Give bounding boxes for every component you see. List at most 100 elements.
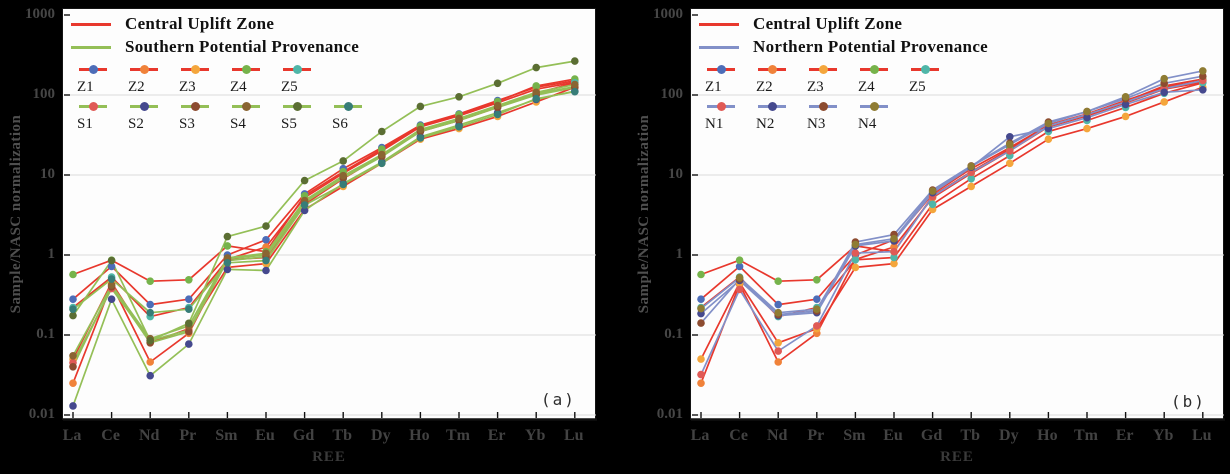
series-marker-S2-Sm bbox=[223, 265, 232, 274]
series-marker-Z3-La bbox=[697, 355, 705, 363]
series-marker-S6-Tm bbox=[455, 123, 463, 131]
series-marker-N4-Eu bbox=[890, 234, 898, 243]
y-tick-label-b-1: 1 bbox=[675, 246, 684, 262]
series-marker-S5-Yb bbox=[532, 63, 540, 72]
y-tick-label-a-100: 100 bbox=[32, 86, 56, 102]
y-tick-label-b-0.01: 0.01 bbox=[656, 406, 683, 422]
series-marker-N4-Ce bbox=[735, 273, 744, 282]
series-marker-Z4-Nd bbox=[774, 277, 782, 286]
series-marker-Z3-Nd bbox=[774, 339, 782, 347]
series-marker-S5-Eu bbox=[262, 222, 270, 230]
series-marker-Z2-La bbox=[69, 379, 77, 388]
series-marker-S4-Tm bbox=[455, 114, 463, 123]
x-tick-label-a-Eu: Eu bbox=[255, 427, 275, 444]
series-marker-S4-Ce bbox=[107, 281, 116, 289]
series-marker-Z1-Pr bbox=[813, 295, 821, 304]
series-marker-S5-Dy bbox=[378, 127, 386, 136]
series-marker-S6-Nd bbox=[146, 308, 154, 317]
series-marker-S5-Lu bbox=[571, 57, 579, 65]
series-marker-N3-La bbox=[697, 319, 705, 327]
series-marker-N1-Pr bbox=[813, 322, 821, 330]
series-marker-Z1-Nd bbox=[774, 300, 782, 309]
y-axis-title-b: Sample/NASC normalization bbox=[636, 114, 652, 314]
series-marker-S2-Nd bbox=[146, 371, 154, 380]
series-marker-S6-Ce bbox=[107, 275, 116, 283]
series-marker-N4-Dy bbox=[1006, 140, 1014, 149]
series-marker-S5-Ho bbox=[416, 102, 425, 111]
series-marker-S5-Tb bbox=[339, 157, 348, 165]
series-marker-Z5-Tb bbox=[967, 174, 975, 183]
series-line-Z4 bbox=[72, 78, 576, 283]
series-marker-Z1-La bbox=[697, 295, 705, 304]
y-tick-label-b-0.1: 0.1 bbox=[664, 326, 683, 342]
y-tick-label-b-10: 10 bbox=[668, 166, 683, 182]
x-tick-label-b-Dy: Dy bbox=[999, 427, 1019, 444]
series-marker-N1-Eu bbox=[890, 247, 898, 256]
series-line-S1 bbox=[72, 85, 576, 364]
series-marker-Z3-Dy bbox=[1006, 159, 1014, 168]
series-marker-S2-La bbox=[69, 402, 77, 410]
series-marker-Z3-Gd bbox=[928, 205, 937, 214]
x-tick-label-a-Nd: Nd bbox=[138, 427, 160, 444]
x-tick-label-a-Tm: Tm bbox=[446, 427, 470, 444]
series-marker-Z3-Yb bbox=[1160, 98, 1168, 106]
series-marker-Z4-Sm bbox=[223, 242, 232, 250]
series-marker-S6-Lu bbox=[571, 87, 579, 96]
series-marker-S2-Gd bbox=[300, 206, 309, 215]
series-marker-Z4-La bbox=[69, 270, 77, 279]
x-tick-label-a-Er: Er bbox=[487, 427, 506, 444]
series-marker-S6-Eu bbox=[262, 256, 270, 265]
series-marker-S6-Dy bbox=[378, 159, 386, 168]
series-marker-N4-Tb bbox=[967, 162, 975, 171]
x-tick-label-b-Gd: Gd bbox=[920, 427, 943, 444]
series-marker-N2-Yb bbox=[1160, 88, 1168, 97]
y-tick-label-a-1000: 1000 bbox=[25, 6, 55, 22]
y-tick-label-a-0.01: 0.01 bbox=[28, 406, 55, 422]
series-marker-S6-Ho bbox=[416, 134, 425, 142]
series-marker-S6-Pr bbox=[185, 305, 193, 314]
panel-a: (a) Central Uplift Zone Southern Potentia… bbox=[62, 8, 597, 421]
x-axis-title-a: REE bbox=[312, 449, 346, 465]
series-marker-S4-Ho bbox=[416, 125, 425, 134]
series-marker-Z4-Pr bbox=[813, 276, 821, 284]
series-marker-Z4-Ce bbox=[735, 256, 744, 264]
series-line-N4 bbox=[700, 70, 1204, 314]
series-marker-Z3-Er bbox=[1121, 112, 1130, 121]
series-marker-S5-Tm bbox=[455, 93, 463, 101]
series-marker-Z4-La bbox=[697, 270, 705, 279]
x-tick-label-a-Sm: Sm bbox=[215, 427, 238, 444]
series-marker-S5-Ce bbox=[107, 256, 116, 265]
series-line-S4 bbox=[72, 83, 576, 357]
series-marker-N3-Lu bbox=[1199, 72, 1207, 80]
series-marker-N4-Yb bbox=[1160, 74, 1168, 83]
series-marker-N1-Nd bbox=[774, 347, 782, 355]
x-tick-label-a-Lu: Lu bbox=[564, 427, 584, 444]
y-tick-label-b-1000: 1000 bbox=[653, 6, 683, 22]
series-marker-Z5-Sm bbox=[851, 256, 860, 264]
y-tick-label-a-0.1: 0.1 bbox=[36, 326, 55, 342]
series-marker-N4-Tm bbox=[1083, 107, 1091, 116]
x-tick-label-b-Ce: Ce bbox=[729, 427, 748, 444]
y-tick-label-b-100: 100 bbox=[660, 86, 684, 102]
x-tick-label-a-Tb: Tb bbox=[332, 427, 352, 444]
x-tick-label-b-Ho: Ho bbox=[1037, 427, 1058, 444]
x-tick-label-a-La: La bbox=[62, 427, 82, 444]
x-tick-label-b-Tb: Tb bbox=[960, 427, 980, 444]
x-tick-label-a-Gd: Gd bbox=[292, 427, 315, 444]
series-marker-S6-Tb bbox=[339, 180, 348, 189]
x-tick-label-b-Eu: Eu bbox=[883, 427, 903, 444]
series-marker-N4-Nd bbox=[774, 308, 782, 317]
x-tick-label-b-Yb: Yb bbox=[1152, 427, 1174, 444]
series-line-S2 bbox=[72, 90, 576, 407]
series-marker-N4-La bbox=[697, 304, 705, 313]
series-marker-S2-Ce bbox=[107, 295, 116, 304]
x-tick-label-a-Pr: Pr bbox=[179, 427, 197, 444]
series-marker-N1-Dy bbox=[1006, 147, 1014, 155]
series-marker-N4-Gd bbox=[928, 187, 937, 195]
series-marker-N4-Lu bbox=[1199, 67, 1207, 75]
series-marker-N2-Er bbox=[1121, 100, 1130, 109]
x-tick-label-b-Sm: Sm bbox=[843, 427, 866, 444]
series-marker-S6-La bbox=[69, 305, 77, 314]
series-marker-S6-Sm bbox=[223, 259, 232, 267]
series-marker-S5-Er bbox=[493, 79, 502, 88]
